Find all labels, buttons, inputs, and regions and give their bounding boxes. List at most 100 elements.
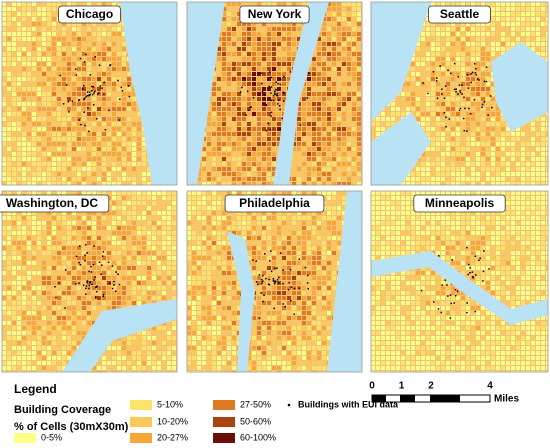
building-cell	[92, 231, 96, 235]
building-cell	[257, 92, 261, 96]
building-cell	[262, 27, 266, 31]
building-cell	[42, 296, 46, 300]
building-cell	[107, 102, 111, 106]
building-point	[83, 111, 85, 113]
building-cell	[52, 2, 56, 6]
building-cell	[526, 137, 530, 141]
building-point	[464, 107, 466, 110]
building-cell	[137, 201, 141, 205]
building-cell	[322, 87, 326, 91]
building-cell	[107, 32, 111, 36]
building-cell	[92, 306, 96, 310]
building-cell	[337, 152, 341, 156]
building-cell	[352, 72, 356, 76]
building-cell	[107, 2, 111, 6]
building-cell	[451, 87, 455, 91]
building-cell	[227, 122, 231, 126]
building-cell	[97, 137, 101, 141]
building-cell	[441, 167, 445, 171]
building-cell	[57, 311, 61, 315]
building-cell	[82, 226, 86, 230]
building-cell	[327, 37, 331, 41]
building-cell	[446, 117, 450, 121]
building-cell	[481, 132, 485, 136]
building-cell	[152, 286, 156, 290]
building-cell	[531, 2, 535, 6]
building-cell	[2, 17, 6, 21]
building-cell	[62, 2, 66, 6]
building-cell	[242, 67, 246, 71]
building-cell	[77, 221, 81, 225]
building-cell	[531, 27, 535, 31]
building-cell	[536, 2, 540, 6]
building-cell	[32, 231, 36, 235]
building-cell	[157, 286, 161, 290]
building-cell	[72, 102, 76, 106]
building-cell	[47, 296, 51, 300]
building-cell	[481, 92, 485, 96]
building-cell	[496, 22, 500, 26]
building-cell	[52, 286, 56, 290]
building-cell	[491, 112, 495, 116]
building-cell	[446, 72, 450, 76]
building-cell	[451, 127, 455, 131]
building-cell	[67, 72, 71, 76]
building-cell	[521, 7, 525, 11]
building-cell	[531, 167, 535, 171]
building-cell	[307, 177, 311, 181]
building-cell	[147, 191, 151, 195]
building-cell	[72, 261, 76, 265]
building-cell	[461, 32, 465, 36]
building-cell	[317, 47, 321, 51]
building-cell	[302, 137, 306, 141]
building-cell	[107, 22, 111, 26]
building-cell	[197, 172, 201, 176]
building-cell	[476, 72, 480, 76]
building-cell	[87, 226, 91, 230]
building-cell	[42, 122, 46, 126]
building-point	[272, 95, 275, 97]
building-cell	[112, 281, 116, 285]
building-cell	[312, 142, 316, 146]
building-cell	[511, 2, 515, 6]
building-cell	[67, 37, 71, 41]
building-point	[463, 96, 465, 99]
building-cell	[267, 27, 271, 31]
building-cell	[42, 147, 46, 151]
building-cell	[342, 7, 346, 11]
building-cell	[476, 62, 480, 66]
building-cell	[12, 281, 16, 285]
building-cell	[456, 57, 460, 61]
building-cell	[357, 142, 361, 146]
building-cell	[17, 256, 21, 260]
building-cell	[511, 147, 515, 151]
building-cell	[511, 22, 515, 26]
building-cell	[257, 42, 261, 46]
building-cell	[87, 216, 91, 220]
building-cell	[62, 266, 66, 270]
building-cell	[496, 112, 500, 116]
building-cell	[466, 152, 470, 156]
building-cell	[526, 167, 530, 171]
building-cell	[501, 142, 505, 146]
building-cell	[132, 107, 136, 111]
building-cell	[157, 281, 161, 285]
building-point	[283, 92, 285, 94]
building-cell	[416, 82, 420, 86]
building-point	[281, 117, 283, 120]
building-cell	[297, 167, 301, 171]
building-cell	[476, 102, 480, 106]
building-cell	[72, 97, 76, 101]
building-cell	[167, 271, 171, 275]
building-cell	[232, 17, 236, 21]
building-cell	[52, 92, 56, 96]
building-cell	[67, 256, 71, 260]
building-cell	[451, 77, 455, 81]
building-cell	[481, 122, 485, 126]
building-cell	[262, 157, 266, 161]
building-cell	[152, 266, 156, 270]
building-cell	[72, 77, 76, 81]
building-cell	[162, 216, 166, 220]
building-cell	[337, 127, 341, 131]
building-cell	[7, 211, 11, 215]
